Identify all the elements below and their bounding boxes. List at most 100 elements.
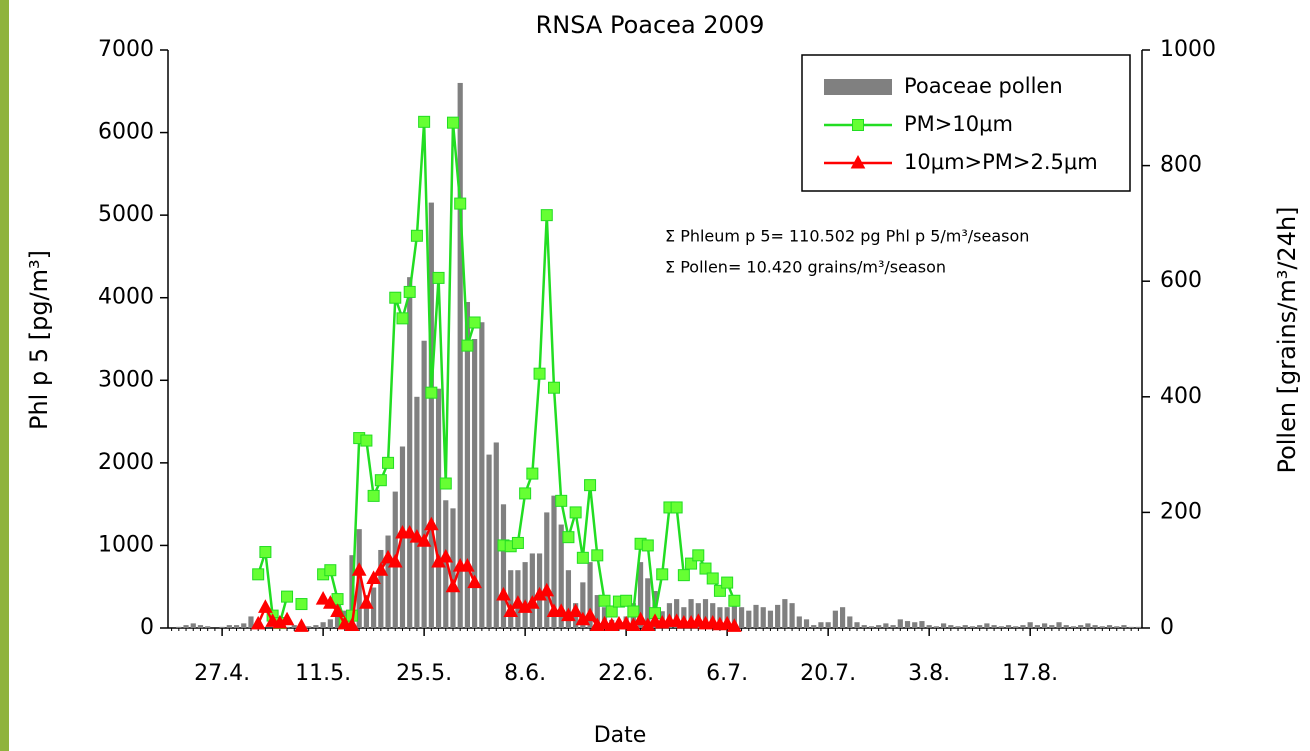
bar: [197, 625, 204, 628]
marker: [569, 506, 582, 519]
marker: [446, 116, 459, 129]
marker: [409, 529, 425, 543]
x-tick-label: 17.8.: [1002, 661, 1058, 686]
bar: [1078, 625, 1084, 628]
bar: [1114, 626, 1120, 628]
marker: [374, 474, 387, 487]
bar: [1020, 625, 1026, 628]
marker: [380, 549, 396, 564]
bar: [587, 562, 593, 628]
marker: [547, 381, 560, 394]
bar: [825, 622, 831, 628]
marker: [389, 291, 402, 304]
bar: [1005, 625, 1012, 628]
bar: [327, 619, 333, 628]
marker: [555, 494, 568, 507]
marker: [727, 618, 742, 632]
bar: [1099, 626, 1105, 628]
bar: [594, 595, 600, 628]
bar: [854, 622, 860, 628]
bar: [998, 626, 1004, 628]
marker: [252, 568, 265, 581]
bar: [457, 82, 463, 629]
bar: [1063, 625, 1069, 628]
marker: [295, 598, 308, 611]
bar: [1121, 625, 1127, 628]
marker: [699, 562, 712, 575]
marker: [425, 386, 438, 399]
bar: [904, 621, 911, 628]
marker: [359, 595, 374, 609]
marker: [360, 434, 373, 447]
x-tick-label: 6.7.: [706, 661, 748, 686]
y2-tick-label: 200: [1160, 499, 1202, 524]
marker: [706, 572, 719, 585]
bar: [818, 622, 824, 628]
y2-tick-label: 400: [1160, 384, 1202, 409]
marker: [852, 119, 864, 131]
marker: [713, 584, 726, 597]
bar: [832, 610, 838, 628]
bar: [789, 603, 795, 628]
annotation: Σ Pollen= 10.420 grains/m³/season: [665, 258, 946, 277]
legend-label: Poaceae pollen: [904, 74, 1063, 98]
y-tick-label: 4000: [98, 285, 154, 310]
y2-tick-label: 0: [1160, 615, 1174, 640]
marker: [641, 539, 654, 552]
bar: [320, 622, 326, 628]
bar: [861, 625, 867, 628]
bar: [508, 570, 514, 628]
bar: [991, 625, 997, 628]
legend-label: PM>10μm: [904, 112, 1013, 136]
bar: [233, 625, 240, 628]
bar: [753, 604, 759, 628]
marker: [424, 516, 439, 531]
bar: [1128, 626, 1134, 628]
bar: [313, 625, 319, 628]
marker: [259, 546, 272, 559]
bar: [969, 626, 976, 628]
y-tick-label: 3000: [98, 367, 154, 392]
x-tick-label: 25.5.: [396, 661, 452, 686]
bar: [443, 500, 449, 628]
marker: [366, 570, 381, 584]
marker: [582, 607, 598, 622]
y-tick-label: 7000: [98, 37, 154, 62]
bar: [363, 595, 370, 628]
bar: [688, 599, 694, 628]
bar: [544, 512, 550, 628]
bar: [847, 616, 853, 628]
bar: [435, 388, 442, 628]
marker: [324, 564, 337, 577]
bar: [580, 582, 586, 628]
marker: [445, 578, 461, 593]
bar: [205, 626, 211, 628]
x-tick-label: 8.6.: [504, 661, 546, 686]
marker: [279, 611, 295, 626]
x-axis-label: Date: [594, 723, 647, 748]
y-tick-label: 2000: [98, 450, 154, 475]
marker: [432, 271, 445, 284]
marker: [373, 562, 389, 576]
bar: [890, 625, 896, 628]
bar: [226, 625, 232, 628]
bar: [219, 626, 225, 628]
bar: [645, 578, 651, 628]
bar: [407, 277, 413, 628]
bar: [868, 626, 875, 628]
marker: [315, 591, 331, 605]
bar: [428, 202, 434, 629]
marker: [410, 229, 423, 242]
bar: [1049, 625, 1055, 628]
marker: [351, 562, 367, 576]
bar: [775, 604, 781, 628]
marker: [576, 551, 589, 564]
bar: [1042, 623, 1048, 628]
marker: [568, 603, 583, 617]
bar: [522, 562, 528, 628]
marker: [540, 209, 553, 222]
x-tick-label: 20.7.: [800, 661, 856, 686]
marker: [294, 618, 309, 632]
bar: [1135, 626, 1141, 628]
